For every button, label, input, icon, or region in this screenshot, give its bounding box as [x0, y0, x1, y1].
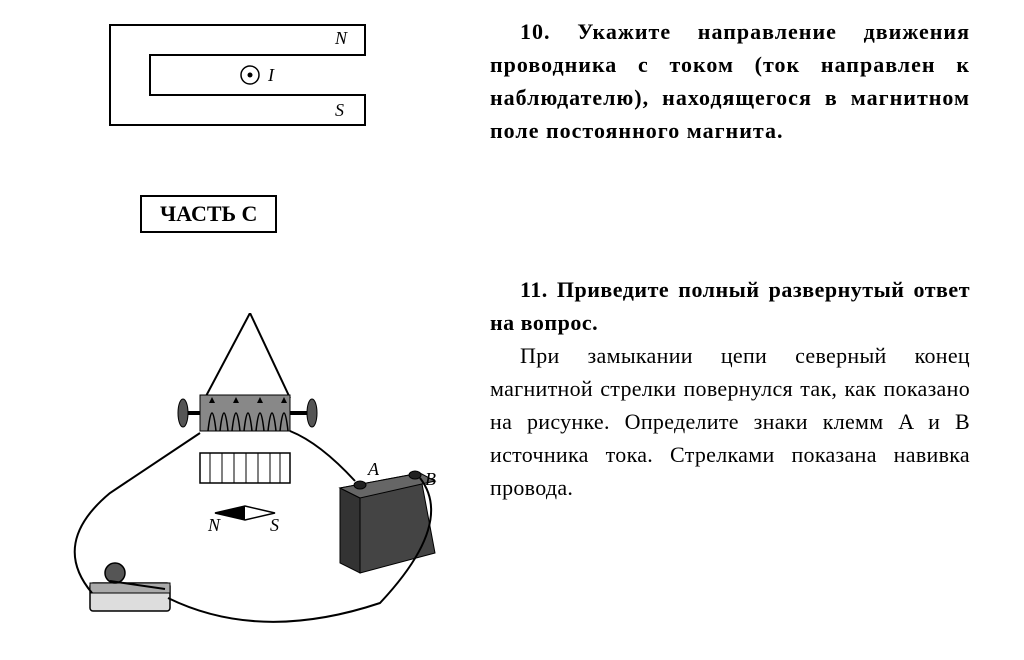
- question-11-title: 11. Приведите полный развернутый ответ н…: [490, 273, 970, 339]
- q11-title-text: Приведите полный развернутый ответ на во…: [490, 277, 970, 335]
- compass-needle: N S: [207, 506, 279, 535]
- magnet-diagram: N S I: [100, 20, 450, 135]
- svg-text:S: S: [270, 515, 279, 535]
- part-c-label: ЧАСТЬ С: [160, 201, 257, 226]
- q11-body: При замыкании цепи северный конец магнит…: [490, 339, 970, 504]
- question-10: 10. Укажите направление движения проводн…: [490, 15, 970, 147]
- magnet-i-label: I: [267, 65, 275, 85]
- q10-text: Укажите направление движения проводника …: [490, 19, 970, 143]
- q11-number: 11.: [520, 277, 548, 302]
- circuit-diagram: N S A B: [60, 313, 450, 638]
- q10-number: 10.: [520, 19, 551, 44]
- svg-text:N: N: [207, 515, 221, 535]
- svg-text:B: B: [425, 469, 436, 489]
- switch-device: [90, 563, 170, 611]
- magnet-s-label: S: [335, 100, 344, 120]
- battery: A B: [340, 459, 436, 573]
- magnet-n-label: N: [334, 28, 348, 48]
- part-c-heading: ЧАСТЬ С: [140, 195, 277, 233]
- svg-text:A: A: [367, 459, 380, 479]
